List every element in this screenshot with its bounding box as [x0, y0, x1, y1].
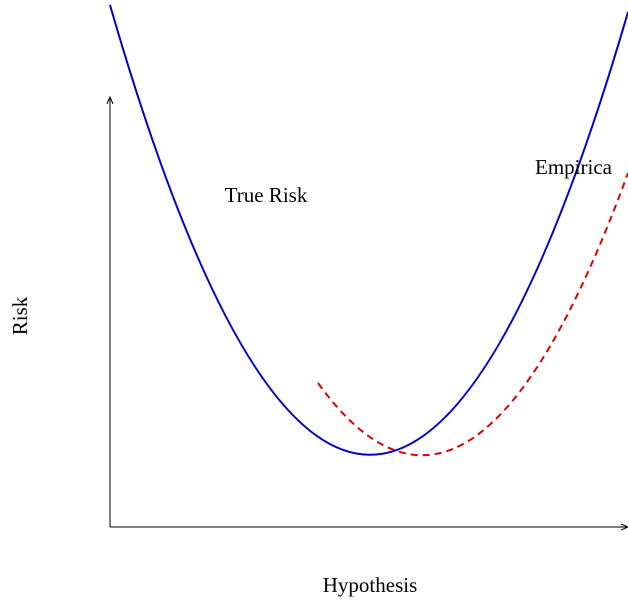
empirical-risk-curve	[317, 172, 628, 457]
empirical-risk-label: Empirica	[535, 155, 613, 179]
y-axis-label: Risk	[8, 296, 32, 335]
x-axis-label: Hypothesis	[323, 573, 418, 597]
true-risk-label: True Risk	[225, 183, 308, 207]
true-risk-curve	[109, 4, 628, 456]
